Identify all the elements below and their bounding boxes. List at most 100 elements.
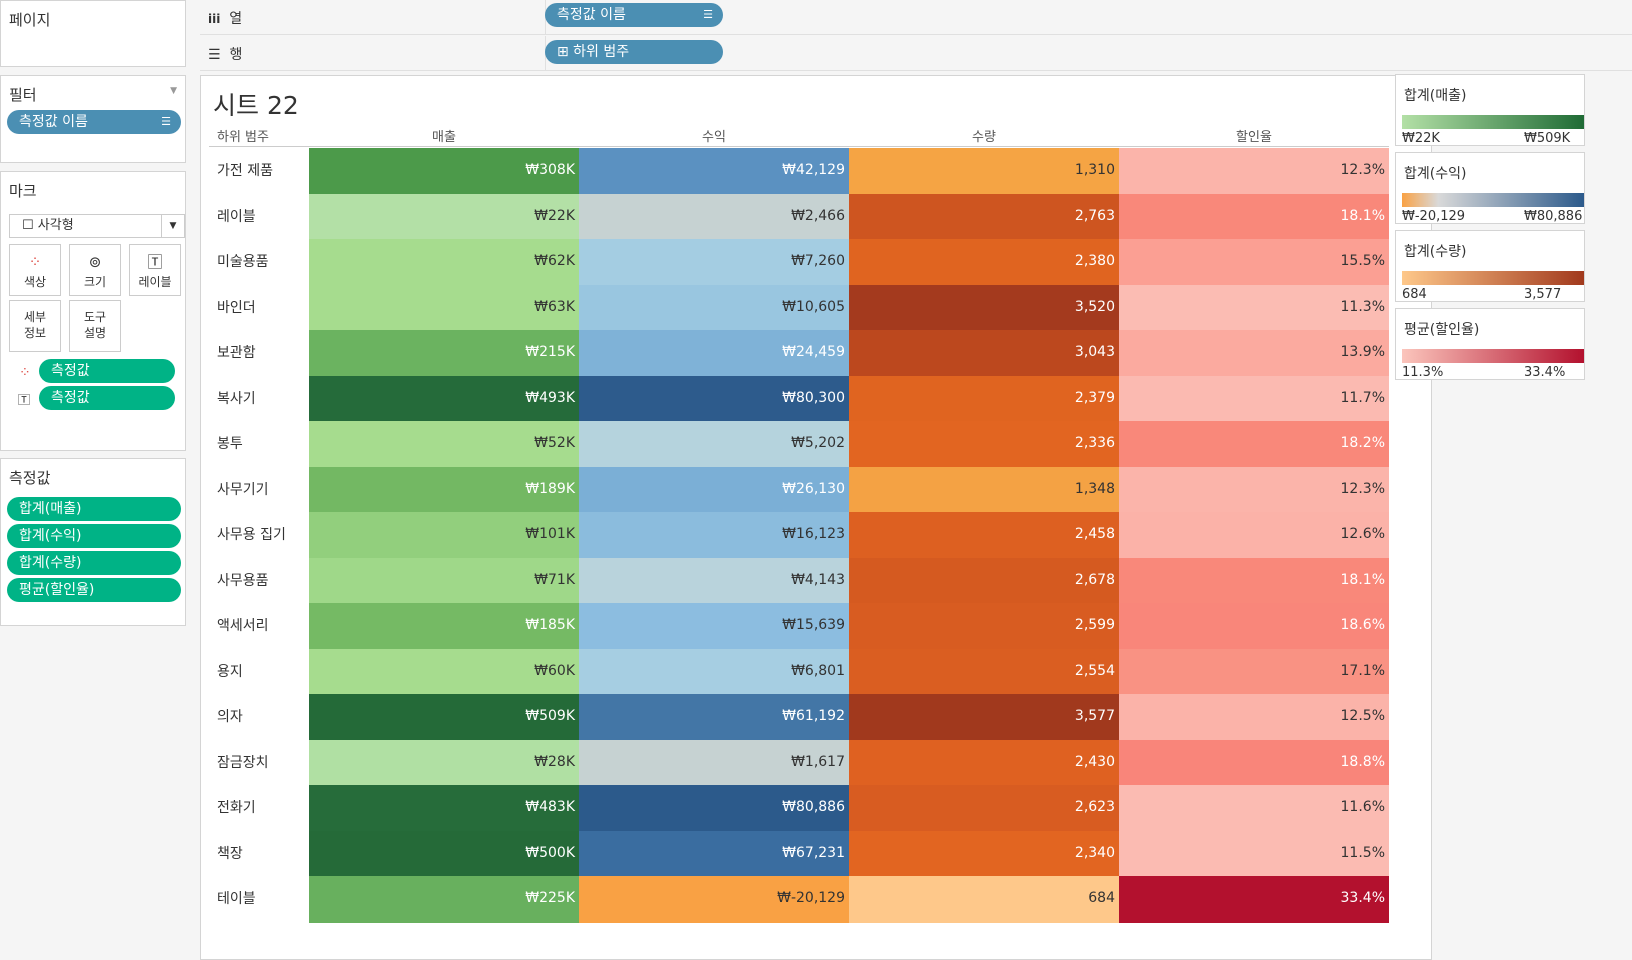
row-label[interactable]: 책장: [217, 845, 243, 862]
cell-sales[interactable]: ₩483K: [309, 785, 579, 832]
cell-profit[interactable]: ₩15,639: [579, 603, 849, 650]
cell-discount[interactable]: 11.6%: [1119, 785, 1389, 832]
row-label[interactable]: 바인더: [217, 299, 256, 316]
cell-profit[interactable]: ₩1,617: [579, 739, 849, 786]
cell-profit[interactable]: ₩16,123: [579, 512, 849, 559]
cell-discount[interactable]: 18.8%: [1119, 739, 1389, 786]
detail-button[interactable]: 세부 정보: [9, 300, 61, 352]
marks-label-field-pill[interactable]: 측정값: [39, 386, 175, 410]
cell-discount[interactable]: 33.4%: [1119, 876, 1389, 923]
row-label[interactable]: 레이블: [217, 208, 256, 225]
cell-sales[interactable]: ₩500K: [309, 830, 579, 877]
cell-profit[interactable]: ₩80,886: [579, 785, 849, 832]
rows-shelf[interactable]: ☰ 행 ⊞ 하위 범주: [200, 36, 1632, 71]
color-legend[interactable]: 합계(수량) 684 3,577: [1395, 230, 1585, 302]
cell-discount[interactable]: 12.3%: [1119, 148, 1389, 195]
row-label[interactable]: 복사기: [217, 390, 256, 407]
row-label[interactable]: 보관함: [217, 345, 256, 361]
cell-sales[interactable]: ₩185K: [309, 603, 579, 650]
color-legend[interactable]: 합계(수익) ₩-20,129 ₩80,886: [1395, 152, 1585, 224]
cell-quantity[interactable]: 2,336: [849, 421, 1119, 468]
cell-discount[interactable]: 18.2%: [1119, 421, 1389, 468]
measure-pill[interactable]: 합계(매출): [7, 497, 181, 521]
cell-profit[interactable]: ₩-20,129: [579, 876, 849, 923]
cell-quantity[interactable]: 2,623: [849, 785, 1119, 832]
cell-sales[interactable]: ₩71K: [309, 557, 579, 604]
row-label[interactable]: 용지: [217, 663, 243, 680]
cell-profit[interactable]: ₩6,801: [579, 648, 849, 695]
row-label[interactable]: 사무용품: [217, 572, 269, 589]
cell-profit[interactable]: ₩26,130: [579, 466, 849, 513]
cell-profit[interactable]: ₩61,192: [579, 694, 849, 741]
cell-quantity[interactable]: 2,763: [849, 193, 1119, 240]
cell-discount[interactable]: 15.5%: [1119, 239, 1389, 286]
columns-pill-measure-names[interactable]: 측정값 이름 ☰: [545, 3, 723, 27]
row-label[interactable]: 사무기기: [217, 481, 269, 498]
mark-type-dropdown[interactable]: ☐ 사각형 ▼: [9, 214, 185, 238]
cell-sales[interactable]: ₩60K: [309, 648, 579, 695]
cell-discount[interactable]: 18.1%: [1119, 193, 1389, 240]
cell-quantity[interactable]: 1,348: [849, 466, 1119, 513]
cell-quantity[interactable]: 2,458: [849, 512, 1119, 559]
cell-discount[interactable]: 11.7%: [1119, 375, 1389, 422]
row-label[interactable]: 테이블: [217, 891, 256, 907]
cell-sales[interactable]: ₩225K: [309, 876, 579, 923]
sort-icon[interactable]: ☰: [161, 115, 171, 128]
cell-sales[interactable]: ₩189K: [309, 466, 579, 513]
cell-sales[interactable]: ₩62K: [309, 239, 579, 286]
cell-sales[interactable]: ₩22K: [309, 193, 579, 240]
cell-quantity[interactable]: 3,577: [849, 694, 1119, 741]
columns-shelf[interactable]: iii 열 측정값 이름 ☰: [200, 0, 1632, 35]
row-label[interactable]: 봉투: [217, 436, 243, 452]
cell-discount[interactable]: 13.9%: [1119, 330, 1389, 377]
cell-profit[interactable]: ₩5,202: [579, 421, 849, 468]
cell-sales[interactable]: ₩308K: [309, 148, 579, 195]
row-label[interactable]: 가전 제품: [217, 163, 273, 179]
col-header-discount[interactable]: 할인율: [1236, 130, 1272, 145]
row-label[interactable]: 잠금장치: [217, 754, 269, 771]
size-button[interactable]: ⊚ 크기: [69, 244, 121, 296]
cell-profit[interactable]: ₩80,300: [579, 375, 849, 422]
sort-icon[interactable]: ☰: [703, 8, 713, 21]
color-legend[interactable]: 평균(할인율) 11.3% 33.4%: [1395, 308, 1585, 380]
measure-pill[interactable]: 합계(수량): [7, 551, 181, 575]
cell-profit[interactable]: ₩2,466: [579, 193, 849, 240]
cell-profit[interactable]: ₩4,143: [579, 557, 849, 604]
cell-quantity[interactable]: 684: [849, 876, 1119, 923]
cell-profit[interactable]: ₩10,605: [579, 284, 849, 331]
label-button[interactable]: 🅃 레이블: [129, 244, 181, 296]
cell-discount[interactable]: 18.6%: [1119, 603, 1389, 650]
cell-quantity[interactable]: 2,380: [849, 239, 1119, 286]
cell-sales[interactable]: ₩215K: [309, 330, 579, 377]
cell-quantity[interactable]: 2,599: [849, 603, 1119, 650]
color-legend[interactable]: 합계(매출) ₩22K ₩509K: [1395, 74, 1585, 146]
cell-sales[interactable]: ₩52K: [309, 421, 579, 468]
cell-discount[interactable]: 12.5%: [1119, 694, 1389, 741]
cell-quantity[interactable]: 2,678: [849, 557, 1119, 604]
cell-profit[interactable]: ₩42,129: [579, 148, 849, 195]
cell-discount[interactable]: 12.6%: [1119, 512, 1389, 559]
cell-sales[interactable]: ₩63K: [309, 284, 579, 331]
cell-quantity[interactable]: 3,043: [849, 330, 1119, 377]
cell-sales[interactable]: ₩101K: [309, 512, 579, 559]
tooltip-button[interactable]: 도구 설명: [69, 300, 121, 352]
cell-sales[interactable]: ₩28K: [309, 739, 579, 786]
filter-pill-measure-names[interactable]: 측정값 이름 ☰: [7, 110, 181, 134]
cell-quantity[interactable]: 2,340: [849, 830, 1119, 877]
cell-quantity[interactable]: 2,379: [849, 375, 1119, 422]
cell-quantity[interactable]: 3,520: [849, 284, 1119, 331]
col-header-quantity[interactable]: 수량: [972, 130, 996, 145]
row-label[interactable]: 전화기: [217, 800, 256, 816]
cell-profit[interactable]: ₩67,231: [579, 830, 849, 877]
cell-quantity[interactable]: 1,310: [849, 148, 1119, 195]
row-label[interactable]: 미술용품: [217, 254, 269, 270]
row-label[interactable]: 의자: [217, 709, 243, 725]
col-header-profit[interactable]: 수익: [702, 130, 726, 145]
color-button[interactable]: ⁘ 색상: [9, 244, 61, 296]
cell-quantity[interactable]: 2,554: [849, 648, 1119, 695]
cell-discount[interactable]: 18.1%: [1119, 557, 1389, 604]
cell-sales[interactable]: ₩509K: [309, 694, 579, 741]
marks-color-field-pill[interactable]: 측정값: [39, 359, 175, 383]
row-label[interactable]: 사무용 집기: [217, 527, 286, 543]
measure-pill[interactable]: 합계(수익): [7, 524, 181, 548]
